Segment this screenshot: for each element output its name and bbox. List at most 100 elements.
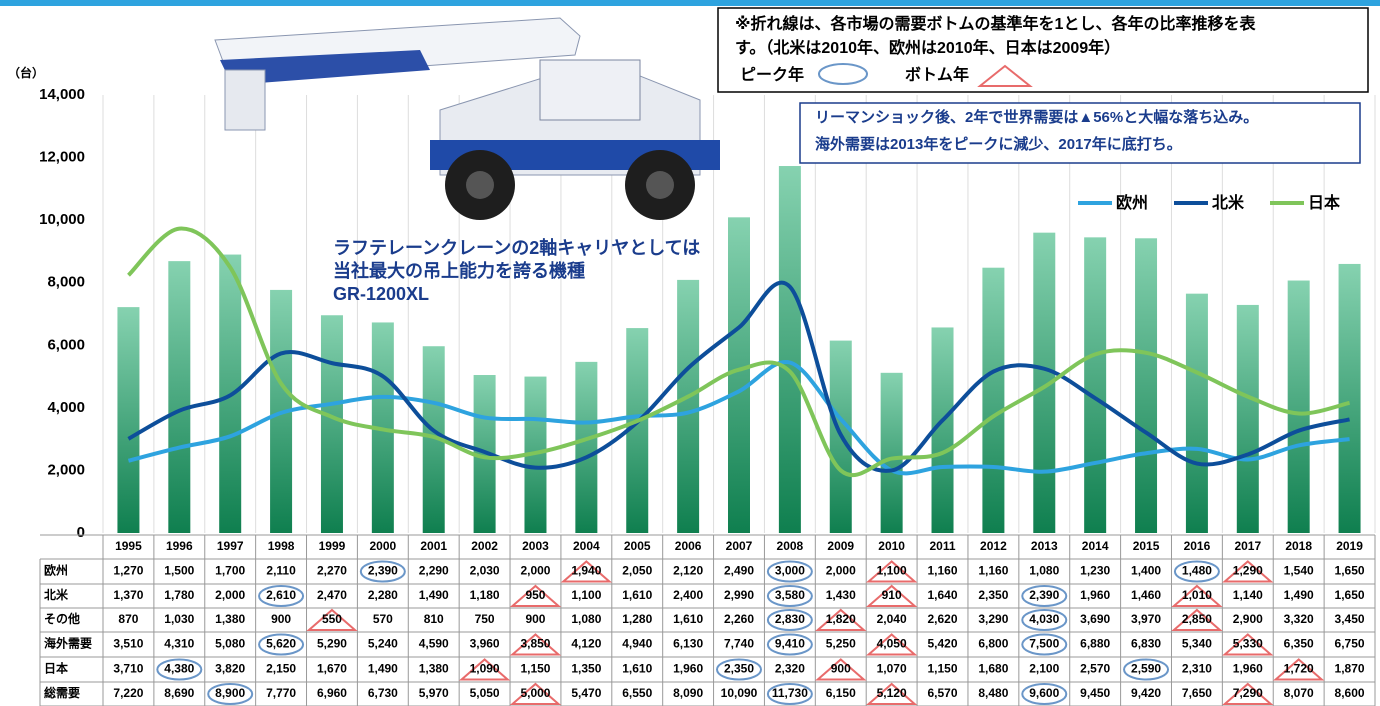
year-label: 1997: [217, 539, 244, 553]
bottom-marker: [1273, 658, 1325, 681]
cell: 2,290: [419, 564, 449, 578]
cell: 1,960: [1233, 662, 1263, 676]
cell: 1,700: [215, 564, 245, 578]
cell: 2,390: [1029, 588, 1059, 602]
year-label: 2004: [573, 539, 600, 553]
cell: 3,510: [113, 637, 143, 651]
bar: [422, 346, 445, 533]
cell: 5,620: [266, 637, 296, 651]
cell: 1,650: [1335, 588, 1365, 602]
cell: 5,240: [368, 637, 398, 651]
cell: 1,230: [1080, 564, 1110, 578]
line-series: [127, 359, 1350, 476]
cell: 1,490: [368, 662, 398, 676]
peak-marker: [1123, 658, 1170, 681]
year-label: 2017: [1234, 539, 1261, 553]
cell: 1,090: [470, 662, 500, 676]
note-box: [717, 7, 1369, 93]
line-series: [127, 280, 1350, 473]
bar: [728, 217, 750, 533]
cell: 3,710: [113, 662, 143, 676]
cell: 2,590: [1131, 662, 1161, 676]
cell: 3,000: [775, 564, 805, 578]
row-name: その他: [44, 611, 80, 626]
peak-marker: [766, 560, 813, 583]
cell: 2,350: [978, 588, 1008, 602]
y-tick-label: 0: [77, 524, 85, 541]
caption: ラフテレーンクレーンの2軸キャリヤとしては: [333, 237, 700, 258]
cell: 2,470: [317, 588, 347, 602]
bar: [1135, 238, 1158, 533]
peak-marker: [766, 609, 813, 631]
bar: [1236, 304, 1259, 533]
cell: 6,800: [978, 637, 1008, 651]
caption: GR-1200XL: [333, 284, 429, 304]
cell: 2,030: [470, 564, 500, 578]
year-label: 2005: [624, 539, 651, 553]
cell: 950: [525, 588, 545, 602]
bar: [1287, 280, 1310, 533]
cell: 3,290: [978, 612, 1008, 626]
cell: 6,880: [1080, 637, 1110, 651]
cell: 2,830: [775, 612, 805, 626]
y-tick-label: 8,000: [47, 274, 85, 291]
cell: 3,960: [470, 637, 500, 651]
cell: 1,940: [571, 564, 601, 578]
row-name: 日本: [44, 661, 68, 676]
bottom-marker: [509, 682, 562, 705]
cell: 4,310: [164, 637, 194, 651]
bar: [1033, 232, 1056, 533]
year-label: 2016: [1184, 539, 1211, 553]
year-label: 1996: [166, 539, 193, 553]
bottom-marker: [815, 658, 867, 681]
cell: 810: [424, 612, 444, 626]
peak-legend: [818, 63, 868, 85]
cell: 2,000: [215, 588, 245, 602]
bottom-marker: [865, 584, 918, 607]
bar: [320, 315, 343, 533]
cell: 2,990: [724, 588, 754, 602]
cell: 5,120: [877, 686, 907, 700]
cell: 6,350: [1284, 637, 1314, 651]
cell: 870: [118, 612, 138, 626]
cell: 7,650: [1182, 686, 1212, 700]
y-tick-label: 10,000: [39, 211, 85, 228]
year-label: 1998: [268, 539, 295, 553]
year-label: 1995: [115, 539, 142, 553]
cell: 2,310: [1182, 662, 1212, 676]
caption: 当社最大の吊上能力を誇る機種: [333, 260, 585, 281]
cell: 1,490: [1284, 588, 1314, 602]
cell: 7,740: [724, 637, 754, 651]
cell: 2,260: [724, 612, 754, 626]
bottom-marker: [1222, 682, 1274, 705]
cell: 1,380: [419, 662, 449, 676]
peak-marker: [1021, 633, 1068, 656]
annotation: 海外需要は2013年をピークに減少、2017年に底打ち。: [815, 135, 1182, 153]
y-tick-label: 6,000: [47, 336, 85, 353]
bottom-marker: [458, 658, 511, 681]
legend-label: 北米: [1212, 193, 1245, 212]
peak-marker: [716, 658, 762, 681]
cell: 5,420: [928, 637, 958, 651]
cell: 2,490: [724, 564, 754, 578]
cell: 11,730: [772, 686, 808, 700]
top-strip: [0, 0, 1380, 6]
peak-marker: [359, 560, 406, 583]
peak-marker: [156, 658, 203, 681]
bottom-legend: [977, 64, 1033, 87]
cell: 2,900: [1233, 612, 1263, 626]
cell: 6,570: [928, 686, 958, 700]
cell: 8,070: [1284, 686, 1314, 700]
annotation-box: [799, 102, 1361, 164]
cell: 7,290: [1233, 686, 1263, 700]
cell: 3,970: [1131, 612, 1161, 626]
cell: 5,080: [215, 637, 245, 651]
cell: 1,960: [673, 662, 703, 676]
cell: 3,580: [775, 588, 805, 602]
cell: 1,270: [113, 564, 143, 578]
cell: 2,150: [266, 662, 296, 676]
cell: 1,100: [571, 588, 601, 602]
year-label: 2002: [471, 539, 498, 553]
bar: [575, 361, 598, 533]
cell: 5,290: [317, 637, 347, 651]
